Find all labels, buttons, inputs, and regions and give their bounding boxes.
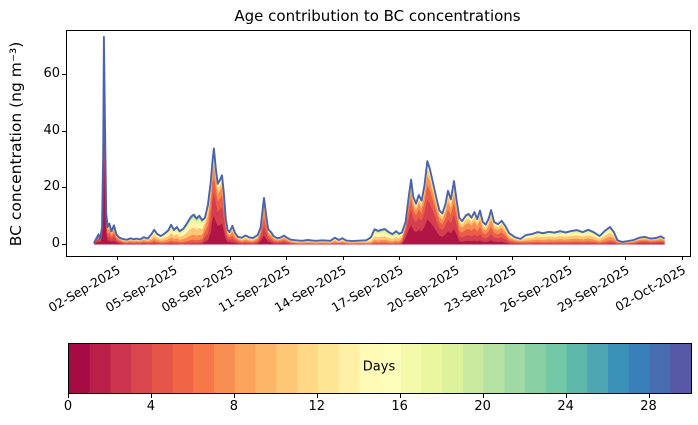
area-chart-svg: [93, 35, 666, 245]
colorbar-segment: [151, 344, 174, 393]
colorbar-tick-mark: [68, 394, 69, 398]
age-layer: [93, 51, 665, 245]
colorbar-segment: [442, 344, 464, 393]
x-tick-mark: [512, 256, 513, 260]
age-layer: [93, 36, 665, 245]
age-layer: [93, 39, 665, 245]
colorbar-segment: [462, 344, 485, 393]
colorbar-segment: [649, 344, 671, 393]
x-tick-mark: [625, 256, 626, 260]
colorbar-segment: [110, 344, 132, 393]
colorbar-segment: [338, 344, 360, 393]
x-tick-mark: [681, 256, 683, 260]
colorbar-segment: [317, 344, 340, 393]
colorbar-tick-mark: [150, 394, 152, 398]
colorbar-segment: [172, 344, 194, 393]
colorbar-segment: [483, 344, 505, 393]
x-tick-mark: [455, 256, 457, 260]
age-layer: [93, 44, 665, 245]
colorbar-tick-label: 0: [63, 399, 73, 414]
colorbar-tick-label: 20: [474, 399, 491, 414]
age-layer: [93, 36, 665, 245]
colorbar-segment: [214, 344, 236, 393]
colorbar-tick-label: 4: [146, 399, 156, 414]
y-tick-mark: [62, 74, 66, 76]
colorbar-segment: [587, 344, 609, 393]
y-tick-mark: [62, 243, 66, 245]
y-tick-mark: [62, 130, 66, 132]
age-layer: [93, 84, 665, 245]
colorbar-segment: [276, 344, 298, 393]
total-bc-line: [93, 35, 666, 244]
colorbar-segment: [608, 344, 630, 393]
colorbar-tick-label: 28: [640, 399, 657, 414]
plot-area: [66, 30, 691, 257]
colorbar-segment: [234, 344, 257, 393]
colorbar-segment: [380, 344, 402, 393]
x-tick-mark: [229, 256, 231, 260]
x-tick-mark: [342, 256, 344, 260]
colorbar-tick-mark: [482, 394, 484, 398]
colorbar: [68, 343, 692, 394]
chart-title: Age contribution to BC concentrations: [234, 7, 521, 25]
x-tick-mark: [399, 256, 400, 260]
y-tick-label: 0: [51, 235, 60, 251]
colorbar-segment: [69, 344, 91, 393]
y-tick-label: 20: [43, 179, 60, 195]
colorbar-segment: [297, 344, 319, 393]
x-tick-mark: [286, 256, 287, 260]
colorbar-tick-mark: [399, 394, 401, 398]
colorbar-tick-label: 16: [391, 399, 408, 414]
colorbar-svg: [69, 344, 691, 393]
y-tick-mark: [62, 187, 66, 188]
age-layer: [93, 64, 665, 245]
colorbar-segment: [255, 344, 277, 393]
colorbar-tick-mark: [565, 394, 567, 398]
y-tick-label: 60: [43, 66, 60, 82]
colorbar-segment: [545, 344, 568, 393]
colorbar-segment: [421, 344, 443, 393]
colorbar-segment: [359, 344, 381, 393]
colorbar-segment: [89, 344, 112, 393]
x-tick-mark: [568, 256, 570, 260]
colorbar-tick-label: 24: [557, 399, 574, 414]
colorbar-segment: [193, 344, 215, 393]
colorbar-segment: [628, 344, 651, 393]
colorbar-label: Days: [362, 359, 396, 375]
x-tick-mark: [116, 256, 118, 260]
colorbar-segment: [400, 344, 423, 393]
x-tick-mark: [173, 256, 174, 260]
colorbar-tick-mark: [316, 394, 318, 398]
colorbar-segment: [525, 344, 547, 393]
colorbar-segment: [504, 344, 526, 393]
colorbar-tick-mark: [233, 394, 235, 398]
colorbar-segment: [131, 344, 153, 393]
colorbar-segment: [566, 344, 588, 393]
colorbar-tick-label: 12: [308, 399, 326, 414]
colorbar-tick-mark: [648, 394, 650, 398]
colorbar-tick-label: 8: [229, 399, 239, 414]
y-tick-label: 40: [43, 122, 60, 138]
age-layer: [93, 112, 665, 245]
colorbar-segment: [670, 344, 691, 393]
